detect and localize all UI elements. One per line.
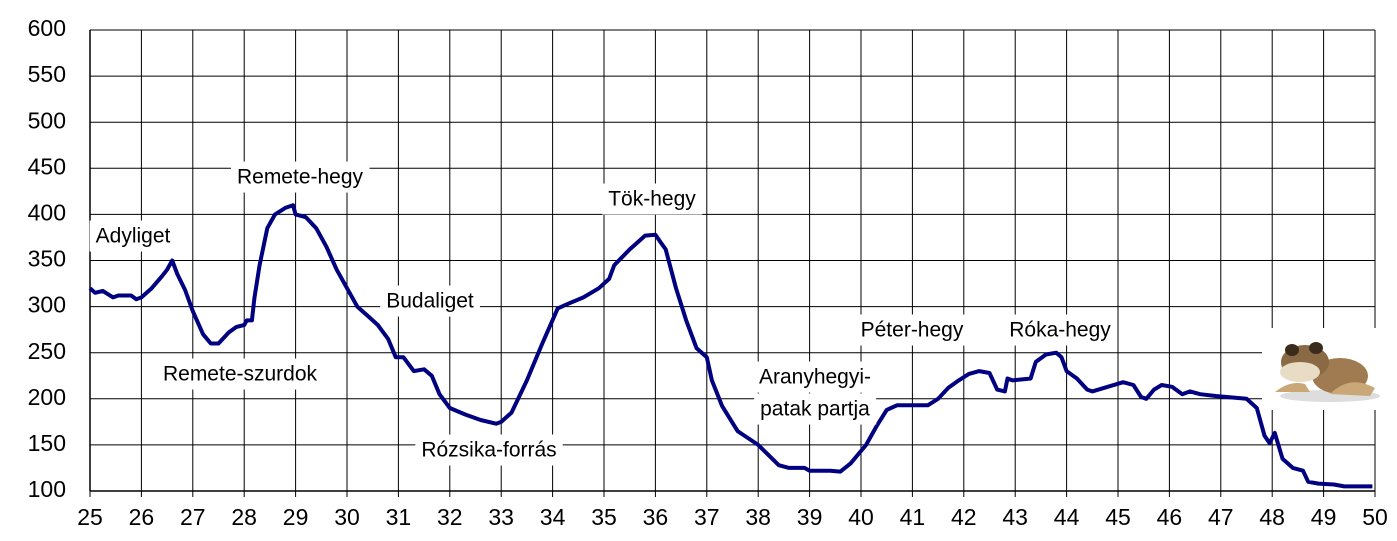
x-tick-label: 32 xyxy=(437,504,463,530)
x-tick-label: 37 xyxy=(694,504,720,530)
x-tick-label: 33 xyxy=(488,504,514,530)
x-tick-label: 44 xyxy=(1054,504,1080,530)
x-tick-label: 27 xyxy=(180,504,206,530)
y-tick-label: 300 xyxy=(28,292,66,318)
x-tick-label: 43 xyxy=(1002,504,1028,530)
x-tick-label: 26 xyxy=(129,504,155,530)
x-tick-label: 36 xyxy=(643,504,669,530)
y-tick-label: 150 xyxy=(28,430,66,456)
annotation: Adyliget xyxy=(96,225,171,248)
y-tick-label: 400 xyxy=(28,199,66,225)
annotation: Tök-hegy xyxy=(608,188,696,211)
y-tick-label: 450 xyxy=(28,153,66,179)
x-tick-label: 45 xyxy=(1105,504,1131,530)
x-tick-label: 29 xyxy=(283,504,309,530)
x-tick-label: 40 xyxy=(848,504,874,530)
y-tick-label: 200 xyxy=(28,384,66,410)
x-tick-label: 49 xyxy=(1311,504,1337,530)
annotation: Remete-hegy xyxy=(237,166,364,189)
annotation: Rózsika-forrás xyxy=(421,439,556,462)
y-tick-label: 500 xyxy=(28,107,66,133)
y-tick-label: 100 xyxy=(28,476,66,502)
x-tick-label: 39 xyxy=(797,504,823,530)
annotation: Remete-szurdok xyxy=(163,363,318,386)
annotation: Péter-hegy xyxy=(861,319,964,342)
elevation-line xyxy=(90,205,1372,486)
x-tick-label: 30 xyxy=(334,504,360,530)
y-tick-label: 600 xyxy=(28,15,66,41)
frog-image xyxy=(1262,328,1387,410)
x-tick-label: 28 xyxy=(231,504,257,530)
x-tick-label: 34 xyxy=(540,504,566,530)
y-tick-label: 250 xyxy=(28,338,66,364)
x-tick-label: 35 xyxy=(591,504,617,530)
x-tick-label: 42 xyxy=(951,504,977,530)
annotation: Róka-hegy xyxy=(1009,319,1111,342)
x-tick-label: 31 xyxy=(386,504,412,530)
x-tick-label: 47 xyxy=(1208,504,1234,530)
x-tick-label: 48 xyxy=(1259,504,1285,530)
annotation: Aranyhegyi- xyxy=(759,366,871,389)
y-tick-label: 550 xyxy=(28,61,66,87)
chart: 100 150 200 250 300 350 400 450 500 550 600 25 26 27 2… xyxy=(0,0,1397,541)
x-tick-label: 38 xyxy=(745,504,771,530)
x-tick-label: 46 xyxy=(1157,504,1183,530)
y-tick-label: 350 xyxy=(28,246,66,272)
x-tick-label: 25 xyxy=(77,504,103,530)
annotation: patak partja xyxy=(760,398,870,421)
x-tick-label: 41 xyxy=(900,504,926,530)
x-tick-label: 50 xyxy=(1362,504,1388,530)
annotation: Budaliget xyxy=(386,290,474,313)
